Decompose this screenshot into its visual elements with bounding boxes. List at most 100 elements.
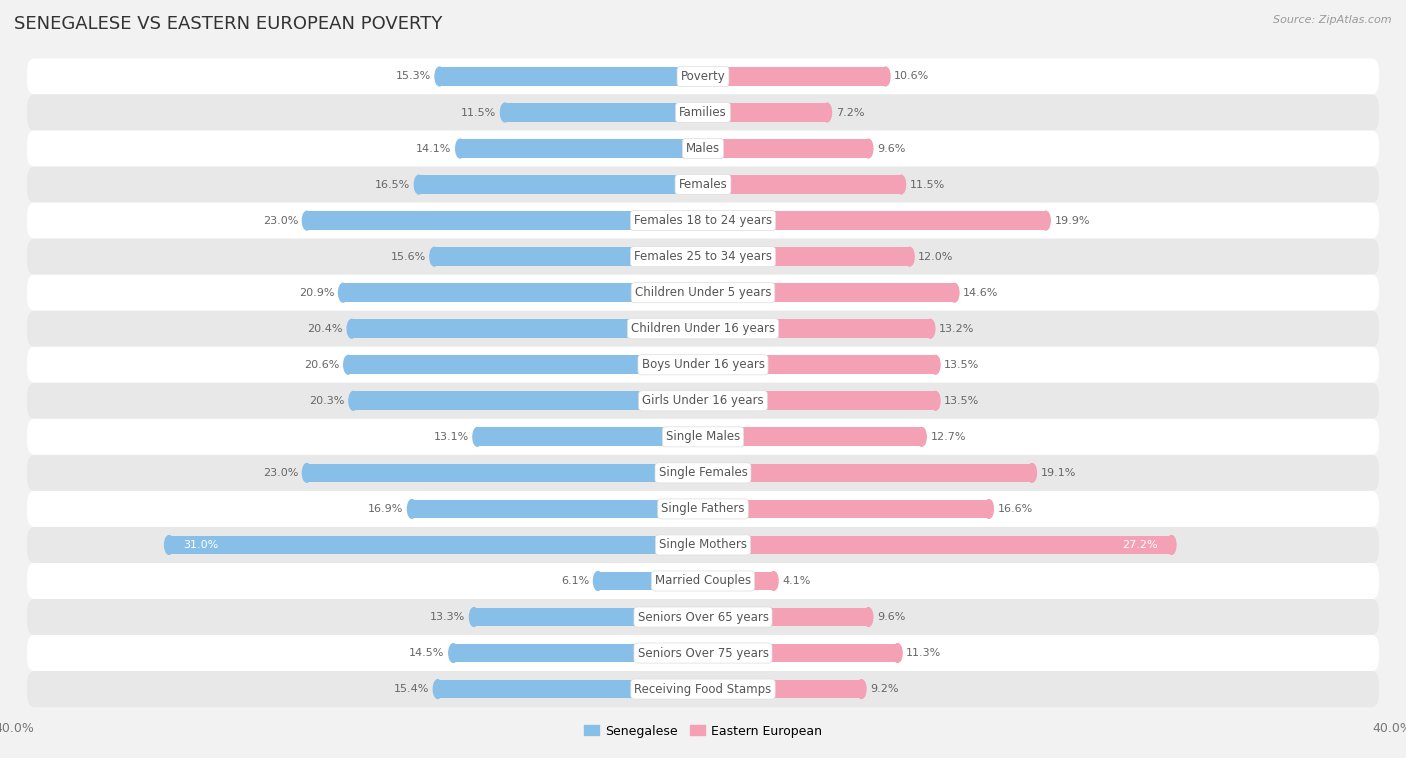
Text: 12.0%: 12.0%: [918, 252, 953, 262]
Circle shape: [302, 463, 311, 482]
Text: 19.9%: 19.9%: [1054, 215, 1090, 226]
Bar: [703, 500, 988, 518]
Text: Poverty: Poverty: [681, 70, 725, 83]
Bar: [703, 644, 897, 662]
Text: 13.3%: 13.3%: [430, 612, 465, 622]
Text: Source: ZipAtlas.com: Source: ZipAtlas.com: [1274, 15, 1392, 25]
Text: 9.6%: 9.6%: [877, 612, 905, 622]
Circle shape: [470, 608, 478, 626]
Text: Children Under 16 years: Children Under 16 years: [631, 322, 775, 335]
Bar: [703, 572, 773, 590]
Bar: [474, 608, 703, 626]
FancyBboxPatch shape: [27, 239, 1379, 274]
FancyBboxPatch shape: [27, 202, 1379, 239]
Text: Boys Under 16 years: Boys Under 16 years: [641, 359, 765, 371]
Circle shape: [917, 428, 927, 446]
Circle shape: [1042, 211, 1050, 230]
Bar: [349, 356, 703, 374]
Bar: [703, 319, 931, 338]
Bar: [419, 175, 703, 194]
Text: Single Mothers: Single Mothers: [659, 538, 747, 552]
Bar: [703, 608, 869, 626]
FancyBboxPatch shape: [27, 58, 1379, 95]
Text: 31.0%: 31.0%: [183, 540, 218, 550]
Bar: [703, 536, 1171, 554]
Circle shape: [408, 500, 416, 518]
FancyBboxPatch shape: [27, 167, 1379, 202]
Bar: [703, 463, 1032, 482]
Text: 13.2%: 13.2%: [939, 324, 974, 334]
Bar: [598, 572, 703, 590]
Circle shape: [984, 500, 994, 518]
Text: 13.5%: 13.5%: [945, 396, 980, 406]
Text: Children Under 5 years: Children Under 5 years: [634, 287, 772, 299]
Bar: [703, 428, 922, 446]
Bar: [434, 247, 703, 266]
Circle shape: [456, 139, 464, 158]
Text: Females 25 to 34 years: Females 25 to 34 years: [634, 250, 772, 263]
Text: 20.3%: 20.3%: [309, 396, 344, 406]
Text: 16.9%: 16.9%: [368, 504, 404, 514]
Circle shape: [302, 211, 311, 230]
Circle shape: [931, 356, 941, 374]
Bar: [703, 175, 901, 194]
Bar: [703, 139, 869, 158]
Bar: [307, 463, 703, 482]
Text: Single Males: Single Males: [666, 431, 740, 443]
Text: Married Couples: Married Couples: [655, 575, 751, 587]
FancyBboxPatch shape: [27, 346, 1379, 383]
Circle shape: [863, 139, 873, 158]
Circle shape: [430, 247, 439, 266]
Circle shape: [449, 644, 458, 662]
Text: 4.1%: 4.1%: [782, 576, 811, 586]
Text: Males: Males: [686, 142, 720, 155]
Circle shape: [415, 175, 423, 194]
Circle shape: [472, 428, 482, 446]
Circle shape: [950, 283, 959, 302]
Circle shape: [893, 644, 903, 662]
FancyBboxPatch shape: [27, 419, 1379, 455]
Bar: [353, 391, 703, 410]
Bar: [703, 356, 935, 374]
Text: 10.6%: 10.6%: [894, 71, 929, 81]
Text: 23.0%: 23.0%: [263, 468, 298, 478]
Text: 11.5%: 11.5%: [461, 108, 496, 117]
Bar: [703, 680, 862, 698]
FancyBboxPatch shape: [27, 95, 1379, 130]
Text: 15.3%: 15.3%: [395, 71, 430, 81]
Text: 6.1%: 6.1%: [561, 576, 589, 586]
Text: Families: Families: [679, 106, 727, 119]
Bar: [352, 319, 703, 338]
FancyBboxPatch shape: [27, 671, 1379, 707]
FancyBboxPatch shape: [27, 130, 1379, 167]
Circle shape: [165, 536, 173, 554]
Text: 9.6%: 9.6%: [877, 143, 905, 154]
FancyBboxPatch shape: [27, 563, 1379, 599]
Bar: [440, 67, 703, 86]
Text: 16.6%: 16.6%: [997, 504, 1033, 514]
FancyBboxPatch shape: [27, 527, 1379, 563]
Text: 20.6%: 20.6%: [304, 360, 340, 370]
Text: Seniors Over 65 years: Seniors Over 65 years: [637, 610, 769, 624]
Text: 9.2%: 9.2%: [870, 684, 898, 694]
Text: Single Females: Single Females: [658, 466, 748, 479]
Circle shape: [349, 391, 359, 410]
Circle shape: [769, 572, 778, 590]
FancyBboxPatch shape: [27, 635, 1379, 671]
Circle shape: [927, 319, 935, 338]
Text: Females 18 to 24 years: Females 18 to 24 years: [634, 214, 772, 227]
Text: Females: Females: [679, 178, 727, 191]
Bar: [703, 247, 910, 266]
Bar: [703, 67, 886, 86]
Circle shape: [434, 67, 444, 86]
Circle shape: [823, 103, 831, 122]
Bar: [437, 680, 703, 698]
Circle shape: [339, 283, 347, 302]
Bar: [343, 283, 703, 302]
Circle shape: [863, 608, 873, 626]
Text: 20.4%: 20.4%: [308, 324, 343, 334]
Bar: [703, 103, 827, 122]
Circle shape: [905, 247, 914, 266]
Text: 20.9%: 20.9%: [299, 288, 335, 298]
Text: 16.5%: 16.5%: [375, 180, 411, 190]
